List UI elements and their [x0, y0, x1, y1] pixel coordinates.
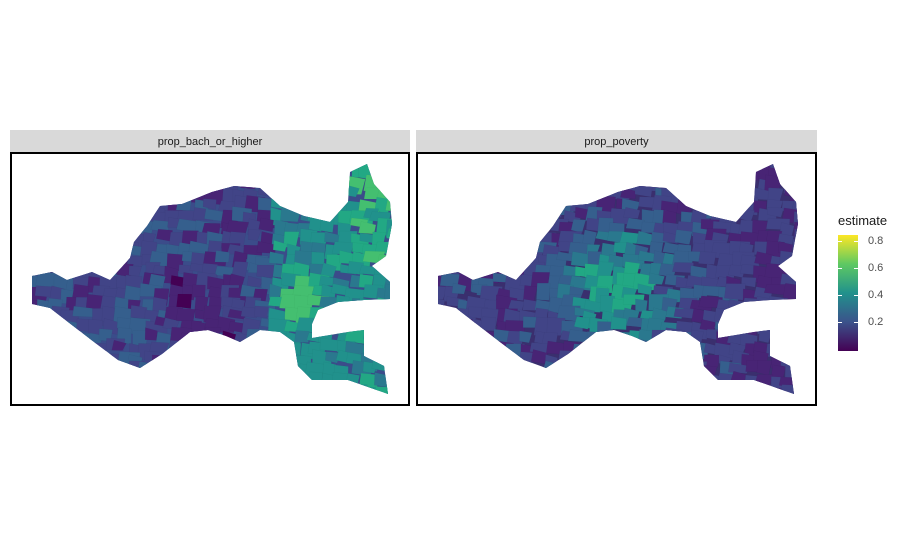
legend-tick-label: 0.8	[868, 235, 884, 247]
map-panel-poverty	[416, 152, 817, 406]
legend-tick-label: 0.6	[868, 262, 884, 274]
map-bach-svg	[32, 164, 392, 394]
map-panel-bach	[10, 152, 410, 406]
legend-tick-label: 0.4	[868, 289, 884, 301]
legend-title: estimate	[838, 213, 888, 228]
facet-strip-left: prop_bach_or_higher	[10, 130, 410, 152]
legend-tick-label: 0.2	[868, 316, 884, 328]
tracts-poverty	[438, 164, 798, 394]
map-poverty-svg	[438, 164, 798, 394]
facet-strip-right: prop_poverty	[416, 130, 817, 152]
color-legend: estimate 0.8 0.6 0.4 0.2	[838, 213, 888, 351]
legend-colorbar	[838, 235, 858, 351]
